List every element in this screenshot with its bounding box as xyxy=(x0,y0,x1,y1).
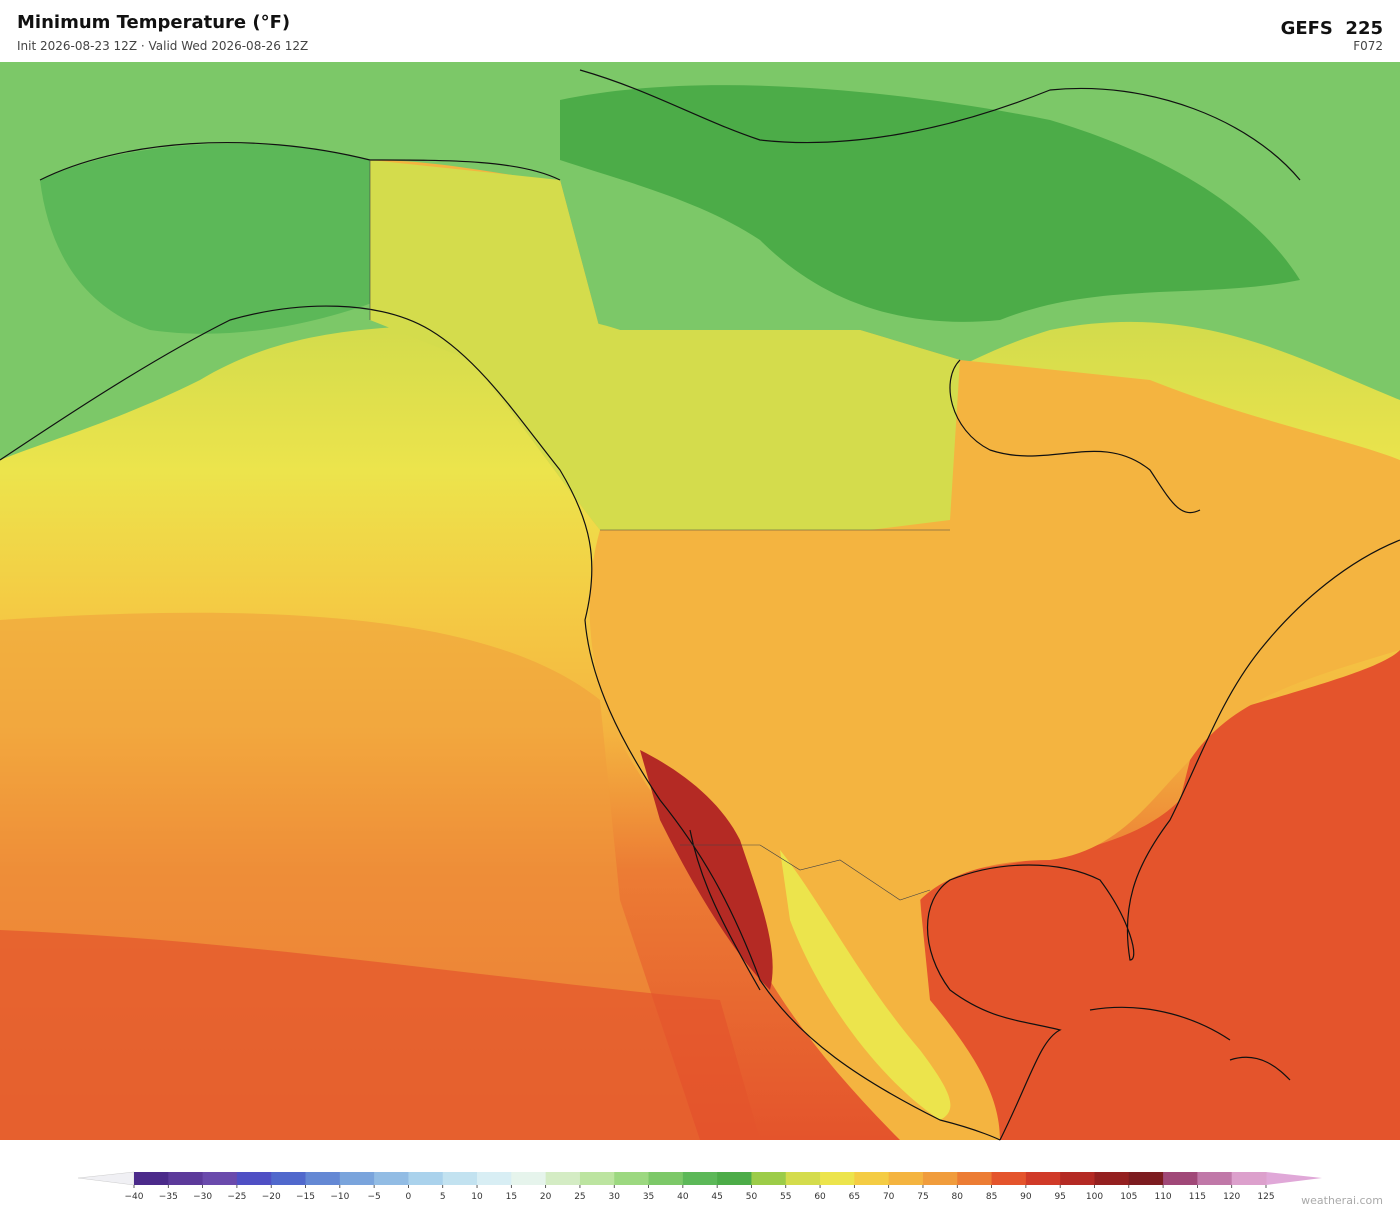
colorbar-swatch xyxy=(1231,1172,1267,1185)
colorbar-tick-label: 75 xyxy=(917,1192,928,1202)
colorbar: −40 −35 −30 −25 −20 −15 −10 −5 0 5 10 15 20 25 30 35 40 4… xyxy=(77,1171,1322,1202)
colorbar-swatch xyxy=(957,1172,993,1185)
borders xyxy=(369,160,950,901)
colorbar-tick-label: 65 xyxy=(849,1192,860,1202)
colorbar-tick-label: 35 xyxy=(643,1192,654,1202)
colorbar-swatch xyxy=(682,1172,718,1185)
colorbar-tick-label: 60 xyxy=(814,1192,826,1202)
colorbar-tick-label: 30 xyxy=(609,1192,621,1202)
colorbar-swatch xyxy=(785,1172,821,1185)
colorbar-swatch xyxy=(1094,1172,1130,1185)
title: Minimum Temperature (°F) xyxy=(17,12,290,33)
colorbar-tick-label: 20 xyxy=(540,1192,552,1202)
colorbar-tick-label: 0 xyxy=(406,1192,412,1202)
colorbar-swatch xyxy=(408,1172,444,1185)
colorbar-extend-high xyxy=(1266,1172,1322,1185)
colorbar-swatch xyxy=(305,1172,341,1185)
colorbar-tick-label: 40 xyxy=(677,1192,689,1202)
colorbar-tick-label: 120 xyxy=(1223,1192,1240,1202)
colorbar-swatch xyxy=(579,1172,615,1185)
colorbar-tick-label: 110 xyxy=(1154,1192,1171,1202)
colorbar-swatch xyxy=(991,1172,1027,1185)
colorbar-tick-label: 50 xyxy=(746,1192,758,1202)
colorbar-tick-label: 115 xyxy=(1189,1192,1206,1202)
colorbar-swatch xyxy=(374,1172,409,1185)
colorbar-tick-label: 25 xyxy=(574,1192,585,1202)
colorbar-tick-label: 105 xyxy=(1120,1192,1137,1202)
colorbar-tick-label: 95 xyxy=(1054,1192,1065,1202)
colorbar-swatch xyxy=(339,1172,375,1185)
colorbar-swatch xyxy=(1025,1172,1061,1185)
atlantic-field xyxy=(920,650,1400,1140)
subtitle: Init 2026-08-23 12Z · Valid Wed 2026-08-… xyxy=(17,39,308,53)
colorbar-tick-label: 70 xyxy=(883,1192,895,1202)
colorbar-swatch xyxy=(614,1172,650,1185)
model-label: GEFS 225 xyxy=(1281,18,1383,39)
coastlines xyxy=(0,69,1400,1141)
colorbar-tick-label: 90 xyxy=(1020,1192,1032,1202)
colorbar-swatch xyxy=(854,1172,890,1185)
colorbar-tick-label: 55 xyxy=(780,1192,791,1202)
colorbar-swatch xyxy=(271,1172,307,1185)
pacific-south-field xyxy=(0,930,760,1140)
colorbar-tick-label: −25 xyxy=(227,1192,246,1202)
colorbar-swatch xyxy=(888,1172,924,1185)
colorbar-tick-label: 80 xyxy=(952,1192,964,1202)
colorbar-swatch xyxy=(751,1172,787,1185)
forecast-hour: F072 xyxy=(1353,39,1383,53)
colorbar-tick-label: 45 xyxy=(711,1192,722,1202)
colorbar-swatch xyxy=(442,1172,478,1185)
canada-cold-field xyxy=(560,85,1300,322)
colorbar-extend-low xyxy=(77,1171,135,1186)
colorbar-tick-label: −35 xyxy=(159,1192,178,1202)
colorbar-tick-label: −40 xyxy=(125,1192,144,1202)
map xyxy=(0,62,1400,1141)
colorbar-tick-label: −10 xyxy=(330,1192,349,1202)
watermark: weatherai.com xyxy=(1301,1194,1383,1207)
colorbar-swatch xyxy=(168,1172,204,1185)
colorbar-swatch xyxy=(511,1172,547,1185)
canada-west-field xyxy=(370,160,960,530)
colorbar-swatch xyxy=(648,1172,684,1185)
colorbar-swatch xyxy=(922,1172,958,1185)
colorbar-swatch xyxy=(477,1172,512,1185)
colorbar-tick-label: 85 xyxy=(986,1192,997,1202)
colorbar-tick-label: −30 xyxy=(193,1192,212,1202)
colorbar-swatch xyxy=(820,1172,855,1185)
colorbar-tick-label: 15 xyxy=(506,1192,517,1202)
colorbar-swatch xyxy=(717,1172,752,1185)
colorbar-tick-label: 100 xyxy=(1086,1192,1103,1202)
colorbar-swatch xyxy=(134,1172,169,1185)
colorbar-tick-label: −20 xyxy=(262,1192,281,1202)
alaska-field xyxy=(40,143,380,334)
colorbar-tick-label: −5 xyxy=(367,1192,380,1202)
colorbar-swatch xyxy=(1163,1172,1198,1185)
colorbar-swatch xyxy=(1197,1172,1233,1185)
colorbar-tick-label: 10 xyxy=(471,1192,483,1202)
colorbar-swatch xyxy=(202,1172,238,1185)
colorbar-swatch xyxy=(1128,1172,1164,1185)
colorbar-swatch xyxy=(236,1172,272,1185)
colorbar-tick-label: −15 xyxy=(296,1192,315,1202)
mexico-plateau-field xyxy=(780,850,951,1120)
colorbar-swatch xyxy=(545,1172,581,1185)
colorbar-swatch xyxy=(1060,1172,1095,1185)
colorbar-tick-label: 5 xyxy=(440,1192,446,1202)
colorbar-tick-label: 125 xyxy=(1257,1192,1274,1202)
